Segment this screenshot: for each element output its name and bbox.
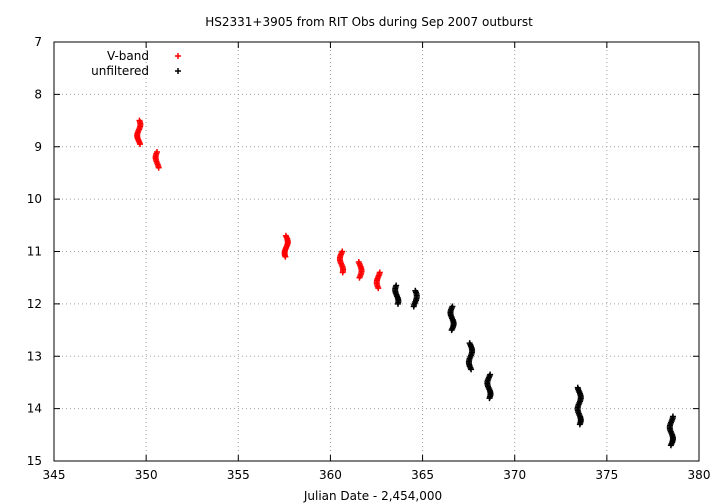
data-point bbox=[137, 141, 144, 148]
y-tick-label: 9 bbox=[34, 140, 42, 154]
x-axis-label: Julian Date - 2,454,000 bbox=[303, 489, 442, 503]
data-point bbox=[394, 300, 401, 307]
data-point bbox=[576, 421, 583, 428]
data-cluster bbox=[447, 303, 457, 334]
data-point bbox=[339, 269, 346, 276]
data-point bbox=[468, 366, 475, 373]
data-point bbox=[282, 253, 289, 260]
y-tick-label: 13 bbox=[27, 349, 42, 363]
grid-lines bbox=[54, 42, 699, 461]
y-tick-label: 7 bbox=[34, 35, 42, 49]
legend-label-v-band: V-band bbox=[107, 49, 149, 63]
data-cluster bbox=[281, 232, 291, 260]
x-tick-label: 380 bbox=[688, 468, 711, 482]
data-cluster bbox=[574, 384, 584, 428]
series-v-band bbox=[134, 117, 383, 292]
legend-marker-point bbox=[175, 53, 181, 59]
y-tick-label: 14 bbox=[27, 402, 42, 416]
data-points bbox=[134, 117, 676, 449]
y-tick-label: 10 bbox=[27, 192, 42, 206]
axis-ticks bbox=[53, 41, 700, 462]
x-tick-label: 350 bbox=[135, 468, 158, 482]
data-point bbox=[375, 285, 382, 292]
x-tick-labels: 345 350 355 360 365 370 375 380 bbox=[43, 468, 711, 482]
data-cluster bbox=[410, 287, 420, 310]
y-tick-labels: 7 8 9 10 11 12 13 14 15 bbox=[27, 35, 42, 468]
legend: V-band unfiltered bbox=[91, 49, 181, 78]
series-unfiltered bbox=[392, 282, 676, 449]
data-point bbox=[448, 327, 455, 334]
data-point bbox=[486, 395, 493, 402]
data-cluster bbox=[373, 269, 383, 292]
x-tick-label: 370 bbox=[503, 468, 526, 482]
data-point bbox=[155, 164, 162, 171]
data-point bbox=[667, 442, 674, 449]
chart-title: HS2331+3905 from RIT Obs during Sep 2007… bbox=[205, 15, 533, 29]
x-tick-label: 355 bbox=[227, 468, 250, 482]
data-point bbox=[356, 274, 363, 281]
data-cluster bbox=[465, 340, 476, 373]
data-point bbox=[410, 303, 417, 310]
legend-marker-point bbox=[175, 68, 181, 74]
y-tick-label: 12 bbox=[27, 297, 42, 311]
data-cluster bbox=[336, 248, 347, 276]
x-tick-label: 345 bbox=[43, 468, 66, 482]
y-tick-label: 15 bbox=[27, 454, 42, 468]
y-tick-label: 11 bbox=[27, 245, 42, 259]
y-tick-label: 8 bbox=[34, 87, 42, 101]
data-cluster bbox=[152, 148, 162, 171]
legend-label-unfiltered: unfiltered bbox=[91, 64, 149, 78]
data-cluster bbox=[134, 117, 144, 148]
data-cluster bbox=[355, 258, 365, 281]
data-cluster bbox=[666, 413, 676, 449]
data-cluster bbox=[484, 371, 494, 402]
x-tick-label: 375 bbox=[595, 468, 618, 482]
legend-marker-unfiltered bbox=[175, 68, 181, 74]
legend-marker-v-band bbox=[175, 53, 181, 59]
x-tick-label: 365 bbox=[411, 468, 434, 482]
x-tick-label: 360 bbox=[319, 468, 342, 482]
data-cluster bbox=[392, 282, 402, 307]
